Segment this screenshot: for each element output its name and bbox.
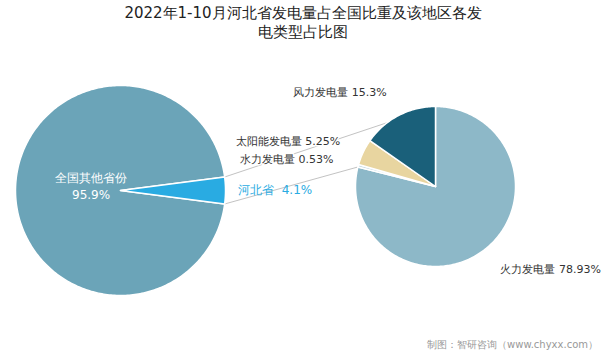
svg-text:风力发电量 15.3%: 风力发电量 15.3% (293, 86, 386, 99)
html-text:制图：智研咨询（www.chyxx.com）: 制图：智研咨询（www.chyxx.com） (427, 339, 598, 350)
svg-text:河北省 4.1%: 河北省 4.1% (238, 183, 312, 197)
svg-text:全国其他省份95.9%: 全国其他省份95.9% (55, 171, 127, 202)
svg-text:火力发电量 78.93%: 火力发电量 78.93% (500, 263, 600, 276)
svg-text:太阳能发电量 5.25%: 太阳能发电量 5.25% (236, 135, 340, 148)
svg-text:水力发电量 0.53%: 水力发电量 0.53% (240, 153, 333, 166)
html-text:2022年1-10月河北省发电量占全国比重及该地区各发 电类: 2022年1-10月河北省发电量占全国比重及该地区各发 电类型占比图 (124, 4, 482, 41)
